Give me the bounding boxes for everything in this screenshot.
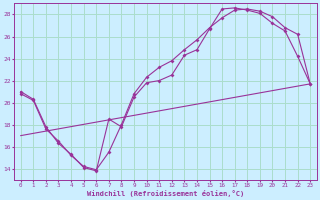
X-axis label: Windchill (Refroidissement éolien,°C): Windchill (Refroidissement éolien,°C) bbox=[87, 190, 244, 197]
